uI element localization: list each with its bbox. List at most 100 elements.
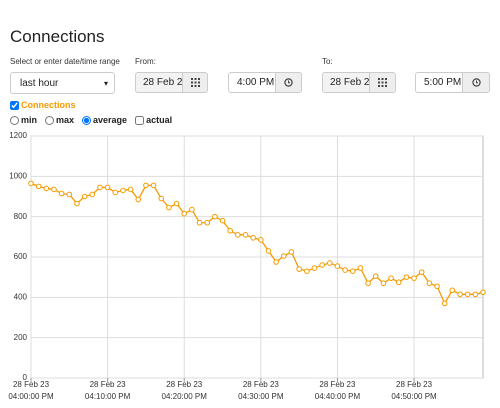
data-point — [303, 268, 310, 274]
x-tick-label: 28 Feb 23 04:10:00 PM — [84, 380, 131, 401]
data-point — [372, 273, 379, 279]
mode-label: max — [56, 115, 75, 125]
data-point — [411, 275, 417, 281]
x-tick-label: 28 Feb 23 04:30:00 PM — [238, 380, 284, 401]
mode-radio[interactable] — [82, 115, 92, 125]
data-point — [235, 232, 241, 238]
data-point — [242, 232, 249, 238]
data-point — [296, 266, 302, 272]
data-point — [135, 196, 142, 203]
from-calendar-button[interactable] — [182, 72, 208, 93]
data-point — [28, 180, 34, 187]
to-date[interactable]: 28 Feb 2023 — [322, 72, 370, 93]
mode-option[interactable]: actual — [135, 115, 172, 125]
data-point — [281, 253, 287, 259]
mode-option[interactable]: max — [45, 115, 74, 125]
y-tick-label: 0 — [23, 373, 28, 382]
data-point — [326, 260, 333, 266]
clock-icon — [471, 78, 481, 87]
data-point — [288, 249, 295, 255]
data-point — [89, 191, 96, 198]
data-point — [464, 291, 471, 298]
data-point — [51, 186, 57, 193]
y-tick-label: 1200 — [9, 131, 27, 140]
data-point — [74, 200, 80, 207]
data-point — [120, 187, 126, 194]
to-date-value: 28 Feb 2023 — [330, 77, 370, 88]
data-point — [212, 213, 218, 220]
data-point — [388, 275, 394, 281]
to-calendar-button[interactable] — [369, 72, 396, 93]
data-point — [127, 186, 134, 193]
data-point — [112, 189, 119, 196]
from-label: From: — [135, 57, 156, 66]
y-tick-label: 1000 — [9, 171, 27, 180]
data-point — [158, 195, 165, 202]
mode-options: min max average actual — [10, 115, 172, 125]
y-tick-label: 600 — [14, 252, 28, 261]
from-time[interactable]: 4:00 PM — [228, 72, 276, 93]
data-point — [189, 206, 195, 213]
data-point — [143, 182, 149, 189]
page-title: Connections — [10, 27, 105, 46]
data-point — [403, 274, 410, 280]
y-tick-label: 200 — [14, 333, 28, 342]
mode-radio[interactable] — [10, 115, 19, 125]
data-point — [449, 287, 456, 294]
data-point — [441, 300, 448, 307]
range-label: Select or enter date/time range — [10, 57, 120, 66]
mode-option[interactable]: average — [82, 115, 127, 125]
mode-label: actual — [146, 115, 173, 125]
mode-label: average — [93, 115, 128, 125]
to-time-value: 5:00 PM — [424, 77, 462, 88]
to-label: To: — [322, 57, 333, 66]
data-point — [35, 183, 42, 190]
data-point — [58, 190, 65, 197]
data-point — [418, 269, 425, 275]
data-point — [43, 185, 50, 192]
chart: 0 200 400 600 800 1000 1200 — [9, 131, 486, 382]
from-date[interactable]: 28 Feb 2023 — [135, 72, 183, 93]
data-point — [97, 184, 103, 191]
data-point — [349, 268, 356, 274]
data-point — [166, 204, 172, 211]
to-clock-button[interactable] — [462, 72, 490, 93]
mode-checkbox[interactable] — [135, 115, 145, 125]
range-select[interactable]: last hour ▾ — [10, 72, 115, 94]
mode-radio[interactable] — [45, 115, 55, 125]
data-point — [196, 219, 203, 226]
range-value: last hour — [20, 77, 59, 89]
data-point — [258, 237, 264, 243]
x-tick-label: 28 Feb 23 04:20:00 PM — [161, 380, 207, 401]
data-point — [426, 280, 433, 287]
data-point — [250, 235, 256, 241]
y-tick-label: 800 — [14, 212, 28, 221]
calendar-icon — [378, 78, 387, 87]
data-point — [395, 279, 402, 286]
mode-option[interactable]: min — [10, 115, 37, 125]
data-point — [319, 262, 325, 268]
series-checkbox[interactable] — [10, 100, 19, 110]
calendar-icon — [190, 78, 200, 87]
y-tick-label: 400 — [14, 292, 28, 301]
data-point — [380, 280, 387, 287]
data-point — [480, 289, 486, 296]
clock-icon — [284, 78, 293, 87]
from-time-value: 4:00 PM — [237, 77, 275, 88]
to-time[interactable]: 5:00 PM — [415, 72, 463, 93]
data-point — [342, 267, 348, 273]
data-point — [104, 184, 111, 191]
data-point — [181, 210, 188, 217]
data-point — [311, 265, 318, 271]
data-point — [357, 265, 364, 271]
data-point — [219, 217, 226, 224]
data-point — [434, 283, 440, 290]
chart-area: 0 200 400 600 800 1000 1200 28 Feb 23 04:00:00… — [0, 128, 500, 403]
data-point — [204, 219, 211, 226]
series-toggle[interactable]: Connections — [10, 100, 76, 110]
data-point — [173, 200, 180, 207]
data-point — [457, 291, 463, 298]
from-clock-button[interactable] — [275, 72, 302, 93]
series-toggle-label: Connections — [21, 100, 76, 110]
